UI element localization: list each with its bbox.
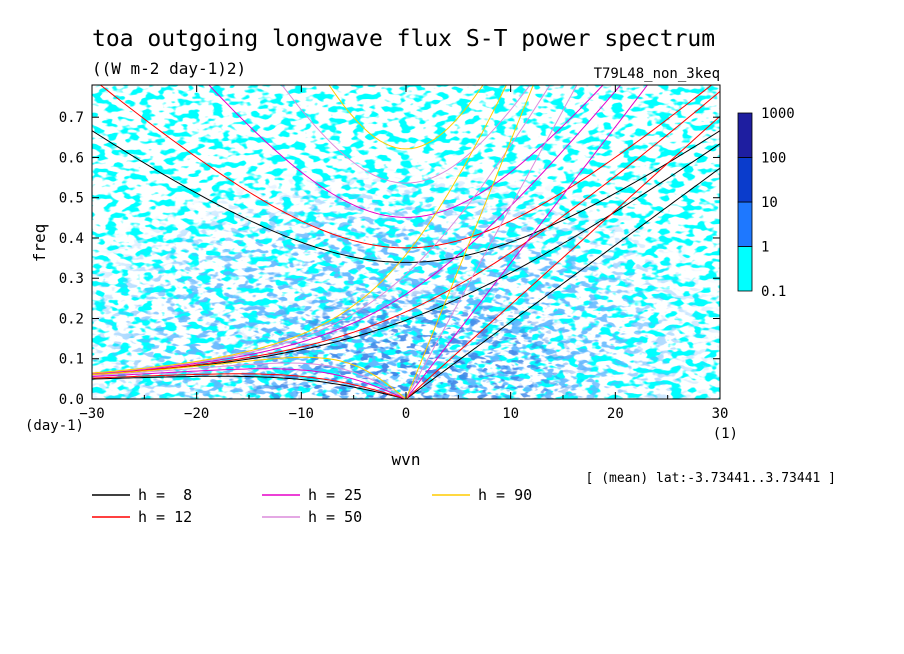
y-tick-label: 0.7 xyxy=(59,110,84,126)
colorbar-level-label: 1000 xyxy=(761,106,795,122)
colorbar-level-label: 1 xyxy=(761,240,769,256)
x-axis-label: wvn xyxy=(392,450,421,469)
y-tick-label: 0.1 xyxy=(59,352,84,368)
x-tick-label: 0 xyxy=(402,406,410,422)
colorbar-level-label: 10 xyxy=(761,195,778,211)
chart-title: toa outgoing longwave flux S-T power spe… xyxy=(92,26,715,52)
x-tick-label: 20 xyxy=(607,406,624,422)
colorbar-swatch xyxy=(737,157,753,203)
gravity-wave-curve xyxy=(328,85,484,150)
y-tick-label: 0.0 xyxy=(59,392,84,408)
rossby-wave-curve xyxy=(92,373,407,399)
mrg-wave-curve xyxy=(92,91,720,375)
gravity-wave-curve xyxy=(92,130,720,263)
legend-label: h = 50 xyxy=(308,508,362,526)
gravity-wave-curve xyxy=(99,85,713,249)
colorbar-level-label: 0.1 xyxy=(761,284,786,300)
legend-label: h = 12 xyxy=(138,508,192,526)
y-axis-label: freq xyxy=(30,224,49,263)
kelvin-wave-curve xyxy=(405,85,649,399)
colorbar-level-label: 100 xyxy=(761,151,786,167)
kelvin-wave-curve xyxy=(405,115,720,399)
gravity-wave-curve xyxy=(208,85,604,218)
gravity-wave-curve xyxy=(281,85,531,184)
legend-label: h = 25 xyxy=(308,486,362,504)
x-tick-label: −30 xyxy=(79,406,104,422)
axes: −30 −20 −10 0 10 20 30 0.0 0.1 0.2 0.3 0.4 0.5 0.6 0.7 xyxy=(59,85,729,422)
rossby-wave-curve xyxy=(92,362,407,399)
x-unit-label: (1) xyxy=(713,426,738,442)
y-tick-label: 0.3 xyxy=(59,271,84,287)
colorbar-swatch xyxy=(737,112,753,158)
chart-subtitle: ((W m-2 day-1)2) xyxy=(92,59,246,78)
x-tick-label: −10 xyxy=(289,406,314,422)
run-label: T79L48_non_3keq xyxy=(594,66,720,82)
kelvin-wave-curve xyxy=(405,167,720,399)
y-tick-label: 0.4 xyxy=(59,231,84,247)
colorbar-swatch xyxy=(737,246,753,292)
rossby-wave-curve xyxy=(92,356,407,399)
legend-label: h = 8 xyxy=(138,486,192,504)
y-tick-label: 0.6 xyxy=(59,150,84,166)
y-tick-label: 0.5 xyxy=(59,191,84,207)
x-tick-label: 10 xyxy=(502,406,519,422)
colorbar: 0.1 1 10 100 1000 xyxy=(737,106,795,300)
mrg-wave-curve xyxy=(92,85,551,374)
dispersion-legend: h = 8 h = 12 h = 25 h = 50 h = 90 xyxy=(92,486,532,526)
latitude-mean-note: [ (mean) lat:-3.73441..3.73441 ] xyxy=(586,471,836,486)
rossby-wave-curve xyxy=(92,375,407,399)
kelvin-wave-curve xyxy=(405,85,534,399)
kelvin-wave-curve xyxy=(405,85,578,399)
legend-label: h = 90 xyxy=(478,486,532,504)
x-tick-label: 30 xyxy=(712,406,729,422)
mrg-wave-curve xyxy=(92,85,507,374)
rossby-wave-curve xyxy=(92,368,407,399)
y-unit-label: (day-1) xyxy=(25,418,84,434)
dispersion-curves xyxy=(92,85,720,399)
x-tick-label: −20 xyxy=(184,406,209,422)
colorbar-swatch xyxy=(737,201,753,247)
spectrum-field xyxy=(92,85,720,399)
y-tick-label: 0.2 xyxy=(59,311,84,327)
